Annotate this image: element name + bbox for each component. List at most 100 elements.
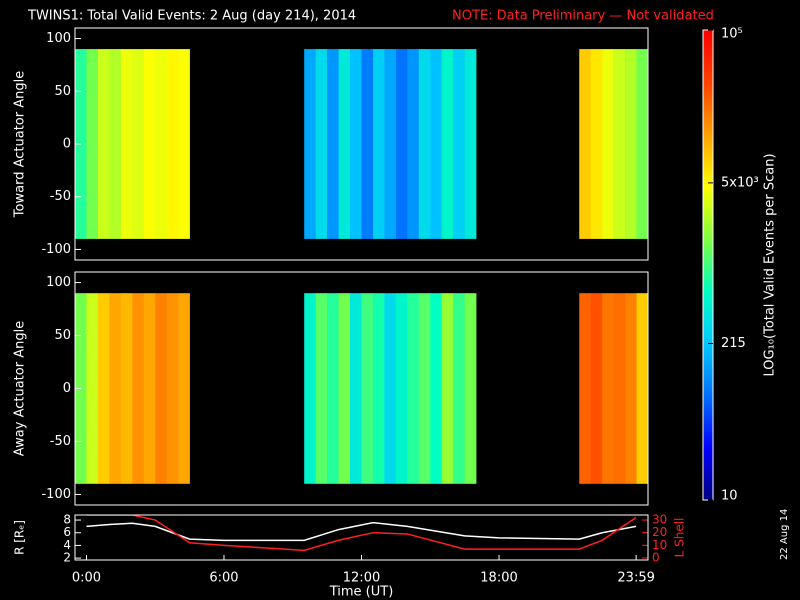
- x-tick-label: 23:59: [617, 571, 654, 586]
- y-tick-label: 100: [46, 275, 71, 290]
- heatmap-cell: [97, 293, 110, 484]
- colorbar-tick-label: 10: [721, 489, 738, 504]
- heatmap-cell: [338, 49, 351, 239]
- y2-tick-label: 30: [652, 513, 667, 527]
- y-tick-label: 8: [63, 513, 71, 527]
- heatmap-cell: [120, 293, 133, 484]
- heatmap-cell: [636, 49, 648, 239]
- heatmap-cell: [384, 49, 397, 239]
- heatmap-cell: [155, 293, 167, 484]
- y-axis-label: Toward Actuator Angle: [13, 71, 28, 218]
- series-line: [86, 515, 637, 552]
- heatmap-cell: [453, 49, 465, 239]
- heatmap-cell: [395, 49, 408, 239]
- heatmap-cell: [178, 293, 190, 484]
- heatmap-cell: [613, 293, 626, 484]
- x-tick-label: 12:00: [343, 571, 380, 586]
- colorbar-tick-label: 10⁵: [721, 27, 743, 42]
- y-tick-label: 50: [54, 328, 71, 343]
- heatmap-cell: [109, 49, 122, 239]
- heatmap-cell: [590, 293, 603, 484]
- y-axis-label: Away Actuator Angle: [13, 321, 28, 456]
- heatmap-cell: [636, 293, 648, 484]
- heatmap-cell: [625, 293, 637, 484]
- heatmap-cell: [418, 293, 431, 484]
- colorbar-label: LOG₁₀(Total Valid Events per Scan): [763, 153, 778, 376]
- heatmap-cell: [315, 49, 328, 239]
- x-tick-label: 6:00: [209, 571, 238, 586]
- heatmap-cell: [407, 49, 420, 239]
- heatmap-cell: [327, 49, 339, 239]
- colorbar: [702, 29, 714, 501]
- heatmap-cell: [143, 293, 156, 484]
- x-tick-label: 0:00: [72, 571, 101, 586]
- heatmap-cell: [350, 293, 362, 484]
- plot-area: [75, 49, 648, 239]
- y2-tick-label: 20: [652, 525, 667, 539]
- heatmap-cell: [625, 49, 637, 239]
- y2-axis-label: L Shell: [673, 518, 687, 558]
- heatmap-cell: [372, 293, 385, 484]
- y2-tick-label: 0: [652, 550, 660, 564]
- panel-frame: [74, 514, 649, 561]
- heatmap-cell: [579, 293, 591, 484]
- y-tick-label: 4: [63, 538, 71, 552]
- y-tick-label: 0: [63, 381, 71, 396]
- heatmap-cell: [327, 293, 339, 484]
- heatmap-cell: [350, 49, 362, 239]
- heatmap-cell: [97, 49, 110, 239]
- heatmap-cell: [418, 49, 431, 239]
- x-tick-label: 18:00: [480, 571, 517, 586]
- heatmap-cell: [86, 49, 99, 239]
- heatmap-cell: [407, 293, 420, 484]
- heatmap-cell: [441, 49, 454, 239]
- heatmap-cell: [464, 293, 477, 484]
- heatmap-cell: [395, 293, 408, 484]
- y-tick-label: -50: [50, 189, 71, 204]
- heatmap-cell: [166, 49, 179, 239]
- heatmap-cell: [464, 49, 477, 239]
- y-tick-label: -100: [41, 242, 71, 257]
- heatmap-cell: [579, 49, 591, 239]
- y-tick-label: 50: [54, 84, 71, 99]
- y-axis-label: R [Rₑ]: [13, 520, 27, 555]
- heatmap-cell: [178, 49, 190, 239]
- heatmap-cell: [441, 293, 454, 484]
- y-tick-label: 6: [63, 525, 71, 539]
- x-axis-label: Time (UT): [329, 585, 394, 600]
- y2-tick-label: 10: [652, 538, 667, 552]
- heatmap-cell: [304, 49, 316, 239]
- plot-area: [75, 293, 648, 484]
- heatmap-cell: [590, 49, 603, 239]
- y-tick-label: 2: [63, 551, 71, 565]
- heatmap-cell: [132, 49, 145, 239]
- stamp: 22 Aug 14: [779, 509, 790, 560]
- heatmap-cell: [155, 49, 167, 239]
- y-tick-label: 100: [46, 31, 71, 46]
- heatmap-cell: [361, 49, 374, 239]
- colorbar-tick-label: 215: [721, 336, 746, 351]
- heatmap-cell: [315, 293, 328, 484]
- colorbar-tick-label: 5x10³: [721, 175, 759, 190]
- heatmap-cell: [304, 293, 316, 484]
- heatmap-cell: [602, 293, 614, 484]
- heatmap-cell: [384, 293, 397, 484]
- heatmap-cell: [430, 293, 443, 484]
- heatmap-cell: [372, 49, 385, 239]
- title: TWINS1: Total Valid Events: 2 Aug (day 2…: [27, 9, 356, 24]
- y-tick-label: -100: [41, 487, 71, 502]
- heatmap-cell: [143, 49, 156, 239]
- heatmap-cell: [361, 293, 374, 484]
- plot-area: [86, 515, 637, 552]
- heatmap-cell: [132, 293, 145, 484]
- heatmap-cell: [338, 293, 351, 484]
- heatmap-cell: [430, 49, 443, 239]
- heatmap-cell: [602, 49, 614, 239]
- heatmap-cell: [453, 293, 465, 484]
- y-tick-label: -50: [50, 434, 71, 449]
- heatmap-cell: [86, 293, 99, 484]
- heatmap-cell: [109, 293, 122, 484]
- heatmap-cell: [166, 293, 179, 484]
- heatmap-cell: [613, 49, 626, 239]
